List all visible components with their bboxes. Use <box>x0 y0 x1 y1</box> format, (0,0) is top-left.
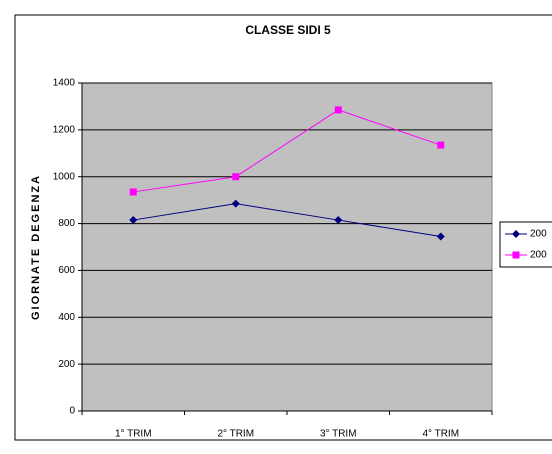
legend-label: 200 <box>530 250 547 261</box>
x-tick-label: 4° TRIM <box>422 429 459 440</box>
legend-box <box>499 221 552 268</box>
y-tick-label: 0 <box>69 406 75 417</box>
y-tick-label: 800 <box>58 218 75 229</box>
series-line <box>133 203 441 237</box>
legend-label: 200 <box>530 229 547 240</box>
point <box>334 106 342 114</box>
chart-frame <box>14 14 552 441</box>
point <box>232 173 240 181</box>
point <box>437 141 445 149</box>
x-tick-label: 3° TRIM <box>320 429 357 440</box>
point <box>129 188 137 196</box>
series-line <box>133 109 441 193</box>
y-tick-label: 200 <box>58 359 75 370</box>
y-tick-label: 400 <box>58 312 75 323</box>
y-tick-label: 1400 <box>53 78 76 89</box>
legend-marker <box>512 251 520 259</box>
point <box>129 216 138 225</box>
chart-title: CLASSE SIDI 5 <box>245 23 331 37</box>
plot-area <box>81 82 493 412</box>
y-tick-label: 600 <box>58 265 75 276</box>
legend-marker <box>512 230 520 238</box>
y-tick-label: 1200 <box>53 124 76 135</box>
point <box>231 199 240 208</box>
x-tick-label: 1° TRIM <box>115 429 152 440</box>
point <box>436 232 445 241</box>
x-tick-label: 2° TRIM <box>217 429 254 440</box>
point <box>334 216 343 225</box>
y-axis-label: GIORNATE DEGENZA <box>30 174 42 320</box>
y-tick-label: 1000 <box>53 171 76 182</box>
